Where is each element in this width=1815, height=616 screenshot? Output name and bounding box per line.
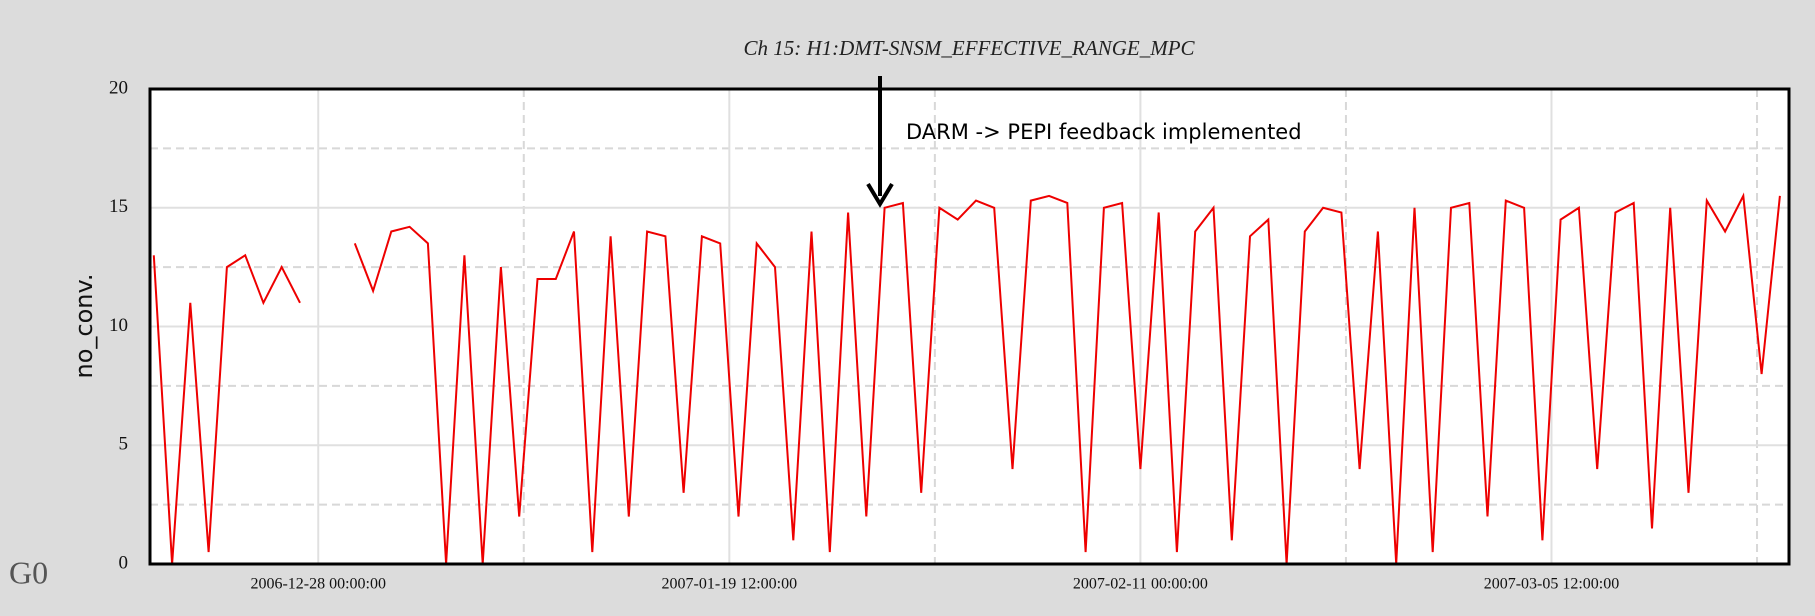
annotation: DARM -> PEPI feedback implemented <box>906 120 1302 144</box>
corner-label: G0 <box>9 554 48 590</box>
y-tick-label: 20 <box>109 77 128 98</box>
x-tick-label: 2007-03-05 12:00:00 <box>1484 576 1620 593</box>
y-axis-label: no_conv. <box>70 274 98 379</box>
annotation-arrowhead <box>866 182 894 208</box>
data-line <box>152 192 1781 565</box>
y-tick-label: 15 <box>109 196 128 217</box>
x-tick-label: 2007-02-11 00:00:00 <box>1073 576 1208 593</box>
y-tick-label: 10 <box>109 315 128 336</box>
x-tick-label: 2006-12-28 00:00:00 <box>250 576 386 593</box>
plot-border <box>148 87 1791 566</box>
y-tick-label: 5 <box>119 434 129 455</box>
y-tick-label: 0 <box>119 552 129 573</box>
chart-title: Ch 15: H1:DMT-SNSM_EFFECTIVE_RANGE_MPC <box>743 36 1195 60</box>
x-tick-label: 2007-01-19 12:00:00 <box>662 576 798 593</box>
